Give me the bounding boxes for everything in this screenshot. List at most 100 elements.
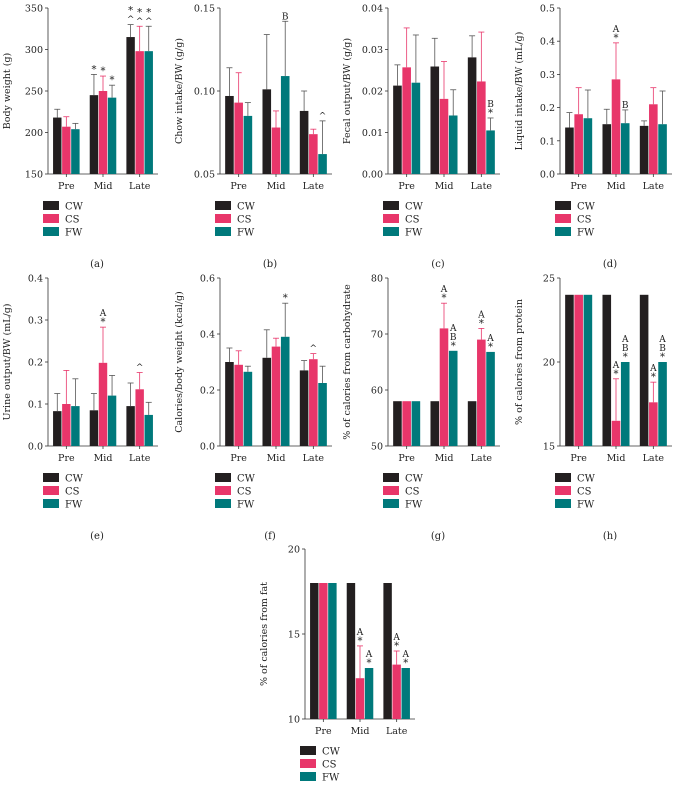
y-tick-label: 15 xyxy=(288,630,300,641)
significance-mark: * xyxy=(651,372,656,383)
y-tick-label: 0.3 xyxy=(540,70,555,81)
legend-swatch-fw xyxy=(215,227,231,236)
legend-label-cs: CS xyxy=(405,487,420,498)
bar-cw-pre xyxy=(225,362,234,446)
bar-cw-pre xyxy=(393,401,402,446)
significance-mark: A xyxy=(356,628,364,638)
y-axis-label: Urine output/BW (mL/g) xyxy=(2,304,13,421)
x-tick-label: Mid xyxy=(607,453,626,464)
legend-label-fw: FW xyxy=(322,773,340,784)
y-tick-label: 20 xyxy=(543,358,555,369)
y-tick-label: 60 xyxy=(371,386,383,397)
bar-fw-pre xyxy=(71,129,80,174)
bar-cs-late xyxy=(477,339,486,446)
significance-mark: A xyxy=(658,335,666,345)
x-tick-label: Pre xyxy=(315,726,332,737)
significance-mark: A xyxy=(621,335,629,345)
bar-cw-late xyxy=(299,110,309,174)
legend-label-cs: CS xyxy=(65,487,80,498)
bar-fw-pre xyxy=(243,115,253,174)
bar-cw-pre xyxy=(310,583,319,719)
significance-mark: A xyxy=(486,334,494,344)
bar-fw-late xyxy=(144,51,153,174)
legend-swatch-fw xyxy=(43,227,59,236)
bar-fw-mid xyxy=(280,76,290,174)
bar-cw-pre xyxy=(393,85,402,174)
legend-label-cw: CW xyxy=(65,474,84,485)
panel-label: (b) xyxy=(263,259,277,270)
legend-swatch-cw xyxy=(555,473,571,482)
bar-cw-mid xyxy=(89,95,99,174)
y-axis-label: Fecal output/BW (g/g) xyxy=(342,38,353,144)
significance-mark: A xyxy=(392,633,400,643)
bar-cw-late xyxy=(639,125,649,174)
bar-cw-pre xyxy=(565,127,574,174)
y-tick-label: 0.15 xyxy=(194,4,215,15)
bar-fw-pre xyxy=(328,583,337,719)
legend-swatch-cw xyxy=(43,201,59,210)
legend-swatch-fw xyxy=(383,227,399,236)
y-tick-label: 0.10 xyxy=(194,87,215,98)
bar-cw-mid xyxy=(430,401,440,446)
bar-fw-pre xyxy=(71,406,80,446)
significance-mark: * xyxy=(367,658,372,669)
legend-label-fw: FW xyxy=(577,500,595,511)
y-axis-label: % of calories from carbohydrate xyxy=(342,284,353,440)
x-tick-label: Mid xyxy=(267,453,286,464)
legend-label-cs: CS xyxy=(577,487,592,498)
bar-cs-mid xyxy=(98,362,108,446)
legend-label-cs: CS xyxy=(237,215,252,226)
significance-mark: * xyxy=(403,658,408,669)
panel-label: (d) xyxy=(603,259,617,270)
bar-fw-mid xyxy=(364,668,374,719)
x-tick-label: Mid xyxy=(607,181,626,192)
significance-mark: B xyxy=(659,344,666,354)
panel-label: (c) xyxy=(431,259,445,270)
legend-swatch-cw xyxy=(300,746,316,755)
legend-swatch-cs xyxy=(555,214,571,223)
significance-mark: * xyxy=(91,64,96,75)
legend-swatch-fw xyxy=(555,499,571,508)
legend-label-cw: CW xyxy=(65,202,84,213)
legend-swatch-fw xyxy=(555,227,571,236)
significance-mark: * xyxy=(358,636,363,647)
bar-cs-pre xyxy=(62,126,71,174)
x-tick-label: Late xyxy=(129,453,151,464)
significance-mark: A xyxy=(99,309,107,319)
x-tick-label: Late xyxy=(643,453,665,464)
bar-fw-pre xyxy=(411,82,421,174)
y-tick-label: 0.05 xyxy=(194,170,215,181)
x-tick-label: Pre xyxy=(570,181,587,192)
bar-cs-late xyxy=(649,104,658,174)
bar-fw-late xyxy=(486,351,495,446)
y-tick-label: 0.5 xyxy=(540,4,555,15)
bar-cs-late xyxy=(135,51,144,174)
x-tick-label: Pre xyxy=(398,453,415,464)
y-tick-label: 350 xyxy=(25,4,43,15)
y-axis-label: % of calories from protein xyxy=(514,299,525,425)
bar-fw-pre xyxy=(583,118,593,174)
significance-mark: A xyxy=(440,285,448,295)
x-tick-label: Pre xyxy=(230,181,247,192)
y-tick-label: 0.4 xyxy=(28,274,43,285)
panel-label: (g) xyxy=(431,531,445,542)
y-tick-label: 0.4 xyxy=(200,330,215,341)
y-tick-label: 15 xyxy=(543,442,555,453)
x-tick-label: Late xyxy=(471,181,493,192)
legend-swatch-cs xyxy=(383,486,399,495)
y-tick-label: 0.2 xyxy=(28,358,43,369)
y-tick-label: 0.3 xyxy=(28,316,43,327)
x-tick-label: Pre xyxy=(398,181,415,192)
x-tick-label: Late xyxy=(386,726,408,737)
significance-mark: * xyxy=(451,341,456,352)
panel-e: 0.0 0.1 0.2 0.3 0.4 Urine output/BW (mL/g) Pre… xyxy=(2,274,158,542)
legend-label-cw: CW xyxy=(405,202,424,213)
bar-fw-mid xyxy=(280,336,290,446)
bar-cs-pre xyxy=(234,102,243,174)
bar-fw-late xyxy=(318,383,327,446)
significance-mark: B xyxy=(282,12,289,22)
legend-swatch-cs xyxy=(215,486,231,495)
bar-cw-late xyxy=(299,370,309,446)
bar-cw-mid xyxy=(602,294,612,446)
